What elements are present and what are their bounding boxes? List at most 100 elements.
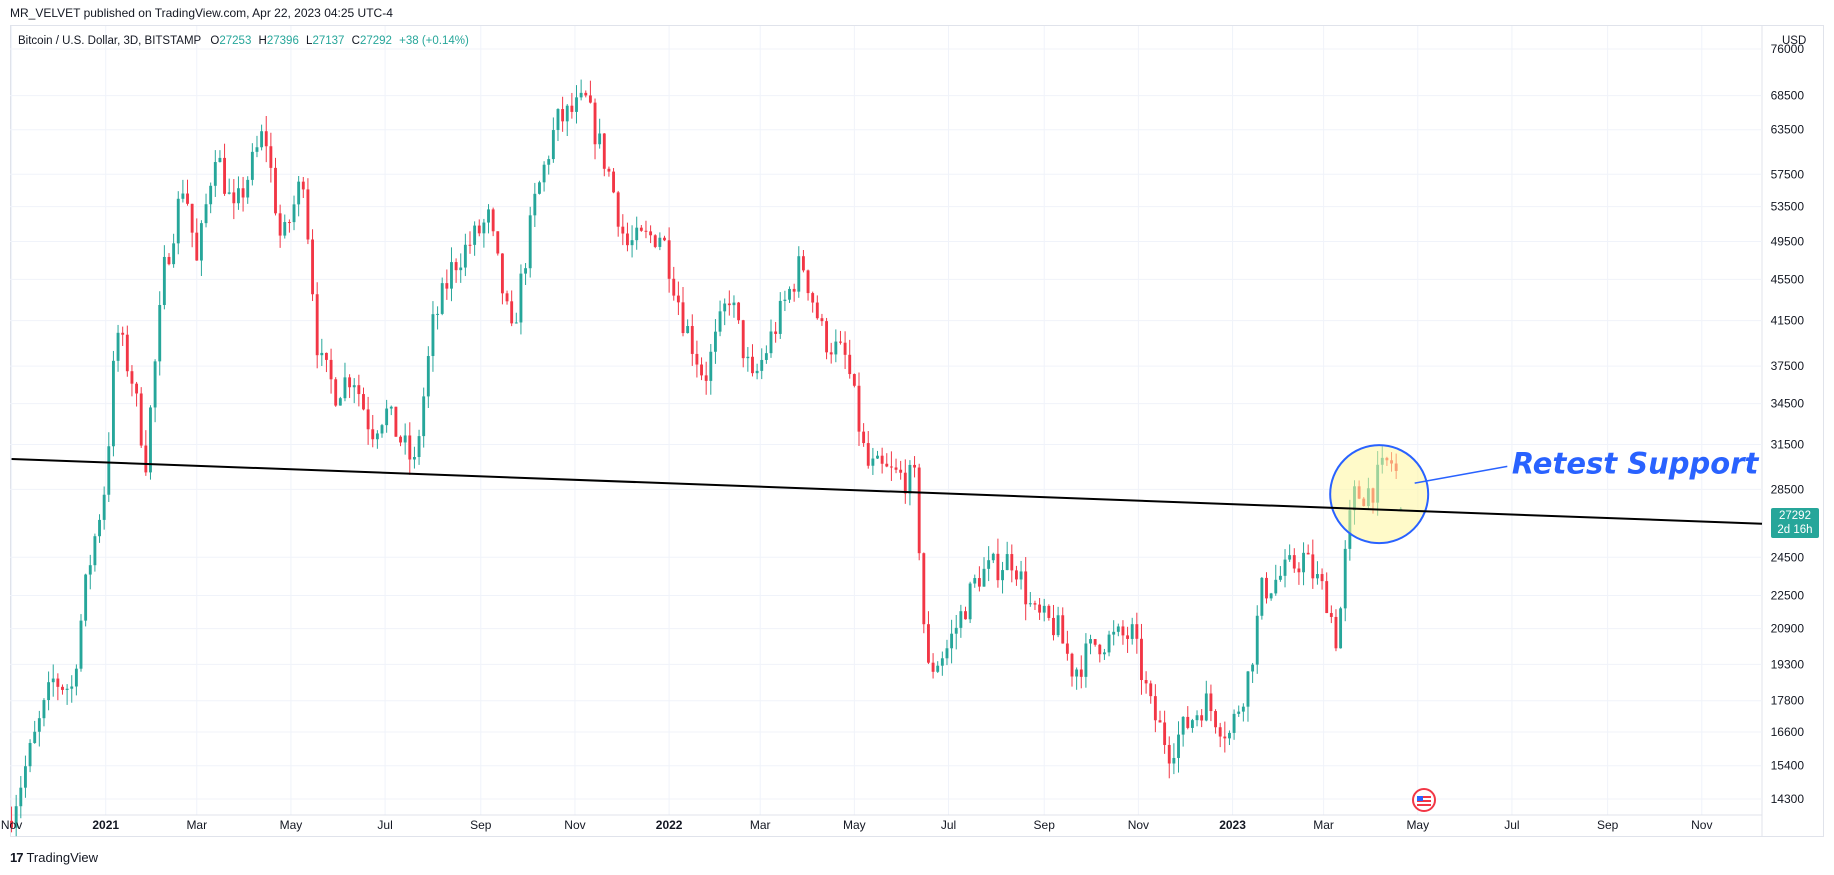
candle xyxy=(181,179,185,203)
candle-body xyxy=(500,253,504,294)
candle xyxy=(1177,721,1180,773)
retest-support-annotation[interactable]: Retest Support xyxy=(1512,446,1760,480)
candle xyxy=(672,266,676,301)
candle-body xyxy=(366,409,370,430)
y-tick-label: 53500 xyxy=(1771,200,1805,214)
vertical-gridlines xyxy=(10,26,1763,837)
candle xyxy=(899,460,903,480)
candle xyxy=(686,319,690,334)
candle-body xyxy=(616,192,620,227)
candle-body xyxy=(158,305,162,362)
candle-body xyxy=(829,352,833,355)
candle xyxy=(334,377,338,407)
candle-body xyxy=(538,182,541,194)
candle-body xyxy=(964,611,967,620)
candle xyxy=(695,340,699,378)
candle-body xyxy=(343,377,347,399)
candle-body xyxy=(1144,680,1148,684)
candle xyxy=(237,176,240,210)
candle-body xyxy=(542,164,546,183)
candle xyxy=(33,720,37,744)
candle-body xyxy=(783,299,787,301)
candle-body xyxy=(894,467,898,470)
currency-label[interactable]: USD xyxy=(1782,35,1807,47)
candle-body xyxy=(987,560,991,569)
candle-body xyxy=(1065,643,1069,654)
candle xyxy=(315,282,319,369)
tradingview-brand[interactable]: 17 TradingView xyxy=(10,850,98,865)
candle xyxy=(778,292,782,339)
candle xyxy=(1014,565,1018,586)
candle xyxy=(116,324,120,372)
candle-body xyxy=(820,318,824,322)
candle-body xyxy=(338,398,342,406)
x-tick-label: 2021 xyxy=(92,818,119,832)
candle xyxy=(1167,736,1171,779)
candle xyxy=(635,216,639,250)
candle xyxy=(357,374,361,407)
candle xyxy=(408,422,412,475)
candle xyxy=(125,325,129,377)
candle xyxy=(1320,568,1324,590)
candle-body xyxy=(1177,734,1180,758)
candle xyxy=(741,319,745,368)
candle-body xyxy=(213,162,217,186)
candle xyxy=(1237,705,1241,717)
candle-body xyxy=(1223,736,1227,739)
candle-body xyxy=(575,97,578,112)
candle-body xyxy=(1274,579,1278,594)
candle xyxy=(93,533,97,572)
candle xyxy=(626,222,629,252)
candle-body xyxy=(1121,626,1125,636)
candle xyxy=(644,220,648,239)
candle xyxy=(940,651,944,676)
candle xyxy=(1209,684,1213,722)
candle xyxy=(1144,671,1148,694)
candle xyxy=(774,321,778,343)
candle-body xyxy=(593,102,597,145)
candle xyxy=(575,85,578,124)
candle xyxy=(982,557,986,587)
candle xyxy=(866,431,870,469)
y-axis-ticks: 76000 68500 63500 57500 53500 49500 45500 41500… xyxy=(1771,42,1805,806)
candle xyxy=(74,664,78,696)
candle-body xyxy=(551,130,555,160)
candle-body xyxy=(250,151,254,180)
candle xyxy=(10,806,13,833)
candle-body xyxy=(1278,575,1282,580)
x-tick-label: Sep xyxy=(1597,818,1619,832)
high-value: 27396 xyxy=(266,35,299,47)
candle-body xyxy=(116,332,120,361)
candle xyxy=(473,221,477,256)
candle-body xyxy=(491,209,495,232)
candle-body xyxy=(111,360,115,447)
candle xyxy=(653,234,657,249)
candle-body xyxy=(718,311,722,332)
candle-body xyxy=(1297,568,1301,573)
candle-body xyxy=(815,302,819,319)
candle-body xyxy=(612,171,615,193)
candle-body xyxy=(751,356,754,374)
candle-body xyxy=(47,682,51,701)
candle xyxy=(371,414,375,448)
y-tick-label: 16600 xyxy=(1771,725,1805,739)
brand-name: TradingView xyxy=(26,850,99,865)
candle-body xyxy=(584,92,588,96)
candle-body xyxy=(297,181,301,205)
candle-body xyxy=(1033,603,1037,605)
candle xyxy=(1001,561,1004,594)
candle-body xyxy=(1061,615,1065,644)
candle-body xyxy=(42,700,46,719)
candle xyxy=(977,566,981,592)
candle-body xyxy=(1172,757,1176,764)
candle-body xyxy=(737,302,741,321)
candle xyxy=(1140,623,1143,695)
candle-body xyxy=(269,146,273,168)
us-flag-event-icon[interactable] xyxy=(1412,788,1436,812)
candle-body xyxy=(1260,577,1264,616)
candle-body xyxy=(325,352,328,360)
candle xyxy=(338,396,342,406)
candle xyxy=(283,214,287,239)
candle xyxy=(1311,539,1315,589)
